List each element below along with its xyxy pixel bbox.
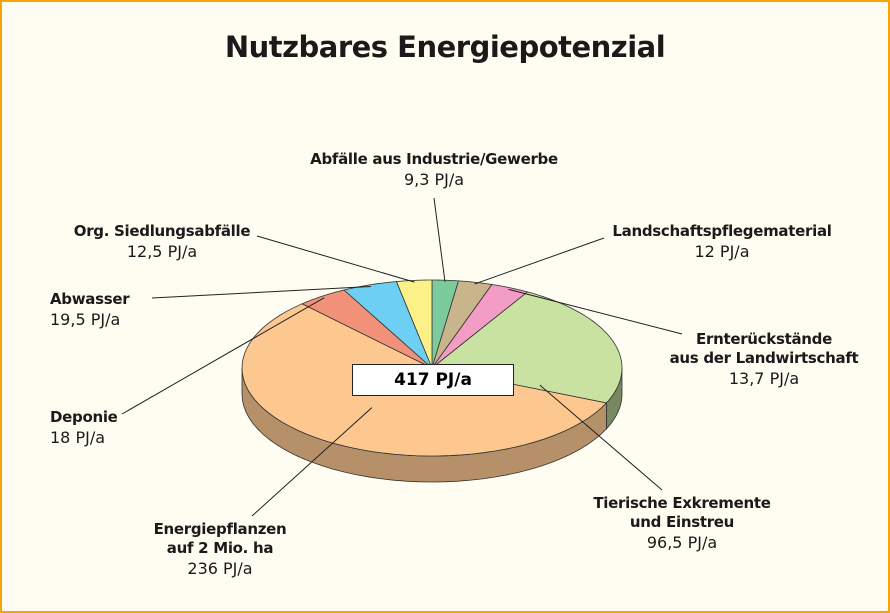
pie-slice xyxy=(395,279,433,369)
pie-slice xyxy=(301,289,433,369)
pie-slice xyxy=(431,284,529,369)
slice-label: Org. Siedlungsabfälle 12,5 PJ/a xyxy=(12,222,312,263)
chart-title: Nutzbares Energiepotenzial xyxy=(224,30,666,64)
slice-label: Abfälle aus Industrie/Gewerbe 9,3 PJ/a xyxy=(284,150,584,191)
slice-value: 13,7 PJ/a xyxy=(728,369,800,388)
slice-value: 12,5 PJ/a xyxy=(126,242,198,261)
slice-value: 12 PJ/a xyxy=(694,242,750,261)
slice-label: Abwasser 19,5 PJ/a xyxy=(50,290,130,331)
slice-name: Ernterückstände aus der Landwirtschaft xyxy=(669,330,859,367)
slice-name: Org. Siedlungsabfälle xyxy=(73,222,251,240)
slice-label: Ernterückstände aus der Landwirtschaft 13… xyxy=(614,330,890,390)
leader-line xyxy=(539,384,663,491)
slice-name: Landschaftspflegematerial xyxy=(612,222,832,240)
slice-value: 19,5 PJ/a xyxy=(50,310,121,329)
slice-label: Deponie 18 PJ/a xyxy=(50,408,118,449)
leader-line xyxy=(508,288,683,335)
leader-line xyxy=(121,297,325,415)
pie-slice xyxy=(343,281,433,369)
slice-value: 236 PJ/a xyxy=(187,559,253,578)
leader-line xyxy=(433,197,446,283)
slice-label: Energiepflanzen auf 2 Mio. ha 236 PJ/a xyxy=(70,520,370,580)
leader-line xyxy=(251,407,373,517)
slice-name: Deponie xyxy=(50,408,118,426)
total-label: 417 PJ/a xyxy=(352,364,514,396)
slice-name: Abwasser xyxy=(50,290,130,308)
slice-label: Landschaftspflegematerial 12 PJ/a xyxy=(572,222,872,263)
slice-value: 18 PJ/a xyxy=(50,428,106,447)
slice-name: Tierische Exkremente und Einstreu xyxy=(593,494,771,531)
leader-line xyxy=(256,235,415,283)
slice-label: Tierische Exkremente und Einstreu 96,5 PJ… xyxy=(532,494,832,554)
leader-line xyxy=(151,286,371,299)
slice-name: Abfälle aus Industrie/Gewerbe xyxy=(310,150,558,168)
leader-line xyxy=(474,237,605,285)
slice-name: Energiepflanzen auf 2 Mio. ha xyxy=(153,520,287,557)
slice-value: 9,3 PJ/a xyxy=(403,170,465,189)
slice-value: 96,5 PJ/a xyxy=(646,533,718,552)
pie-slice xyxy=(431,280,493,369)
